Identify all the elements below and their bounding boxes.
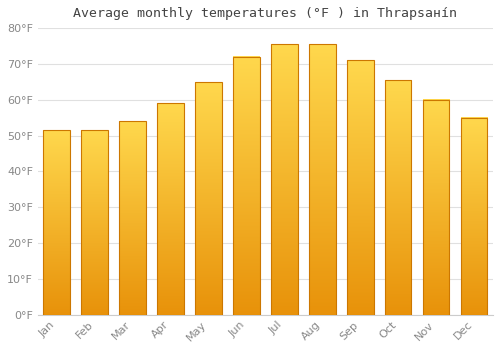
- Bar: [82, 130, 108, 315]
- Bar: [195, 82, 222, 315]
- Bar: [423, 100, 450, 315]
- Bar: [158, 103, 184, 315]
- Bar: [233, 57, 260, 315]
- Bar: [120, 121, 146, 315]
- Bar: [461, 118, 487, 315]
- Title: Average monthly temperatures (°F ) in Thrapsанín: Average monthly temperatures (°F ) in Th…: [74, 7, 458, 20]
- Bar: [385, 80, 411, 315]
- Bar: [44, 130, 70, 315]
- Bar: [309, 44, 336, 315]
- Bar: [271, 44, 297, 315]
- Bar: [347, 60, 374, 315]
